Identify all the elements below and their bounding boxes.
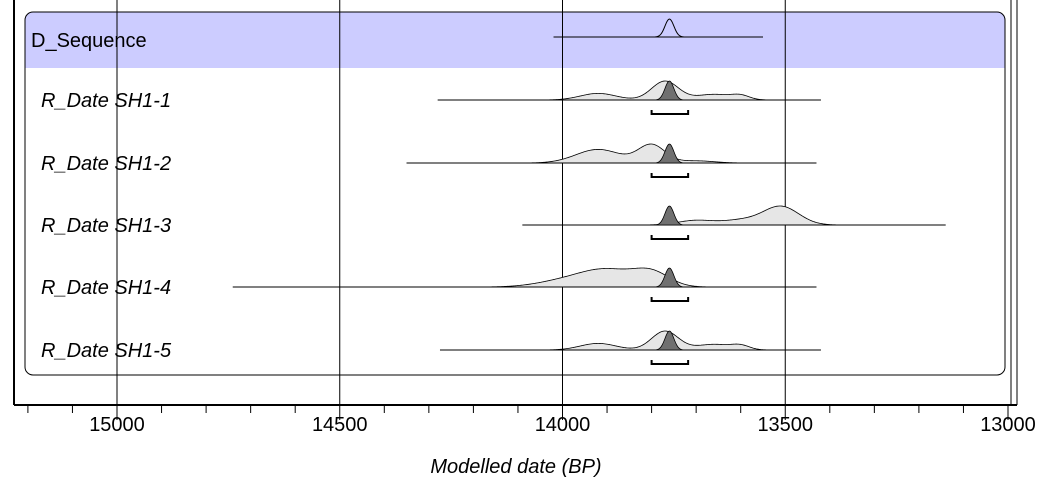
- hpd-bracket: [650, 235, 690, 240]
- tick-label-15000: 15000: [89, 414, 145, 436]
- sequence-band: [25, 12, 1005, 68]
- x-axis-title: Modelled date (BP): [430, 456, 601, 478]
- prior-distribution: [522, 205, 946, 226]
- tick-label-13000: 13000: [980, 414, 1036, 436]
- row-label-SH1-3: R_Date SH1-3: [41, 215, 171, 237]
- row-label-prefix: R_Date: [41, 90, 114, 112]
- x-axis-tick-labels: 15000 14500 14000 13500 13000: [89, 414, 1036, 436]
- row-SH1-5: [439, 330, 821, 365]
- prior-distribution: [406, 143, 817, 164]
- tick-label-13500: 13500: [757, 414, 813, 436]
- row-label-id: SH1-1: [114, 90, 171, 112]
- posterior-distribution: [651, 80, 688, 101]
- prior-distribution: [439, 330, 821, 351]
- row-label-id: SH1-2: [114, 153, 171, 175]
- rows-layer: [232, 18, 946, 365]
- posterior-distribution: [651, 330, 688, 351]
- row-label-id: SH1-4: [114, 277, 171, 299]
- x-axis-ticks: [27, 405, 1009, 420]
- row-label-SH1-4: R_Date SH1-4: [41, 277, 171, 299]
- sequence-distribution: [553, 18, 763, 38]
- row-label-id: SH1-5: [114, 340, 172, 362]
- row-SH1-2: [406, 143, 817, 178]
- row-label-prefix: R_Date: [41, 215, 114, 237]
- hpd-bracket: [650, 110, 690, 115]
- sequence-panel: [24, 11, 1006, 376]
- prior-distribution: [437, 80, 821, 101]
- prior-distribution: [232, 267, 817, 288]
- row-SH1-4: [232, 267, 817, 302]
- tick-label-14500: 14500: [312, 414, 368, 436]
- row-label-prefix: R_Date: [41, 153, 114, 175]
- row-label-prefix: R_Date: [41, 340, 114, 362]
- hpd-bracket: [650, 297, 690, 302]
- tick-label-14000: 14000: [535, 414, 591, 436]
- row-labels: R_Date SH1-1R_Date SH1-2R_Date SH1-3R_Da…: [41, 90, 172, 362]
- hpd-bracket: [650, 173, 690, 178]
- row-label-SH1-2: R_Date SH1-2: [41, 153, 171, 175]
- posterior-distribution: [651, 205, 688, 226]
- sequence-label: D_Sequence: [31, 30, 147, 52]
- row-label-SH1-1: R_Date SH1-1: [41, 90, 171, 112]
- row-label-id: SH1-3: [114, 215, 171, 237]
- hpd-bracket: [650, 360, 690, 365]
- posterior-distribution: [651, 143, 688, 164]
- row-SH1-3: [522, 205, 946, 240]
- row-label-prefix: R_Date: [41, 277, 114, 299]
- row-SH1-1: [437, 80, 821, 115]
- row-label-SH1-5: R_Date SH1-5: [41, 340, 172, 362]
- posterior-distribution: [651, 267, 688, 288]
- gridlines: [116, 0, 786, 405]
